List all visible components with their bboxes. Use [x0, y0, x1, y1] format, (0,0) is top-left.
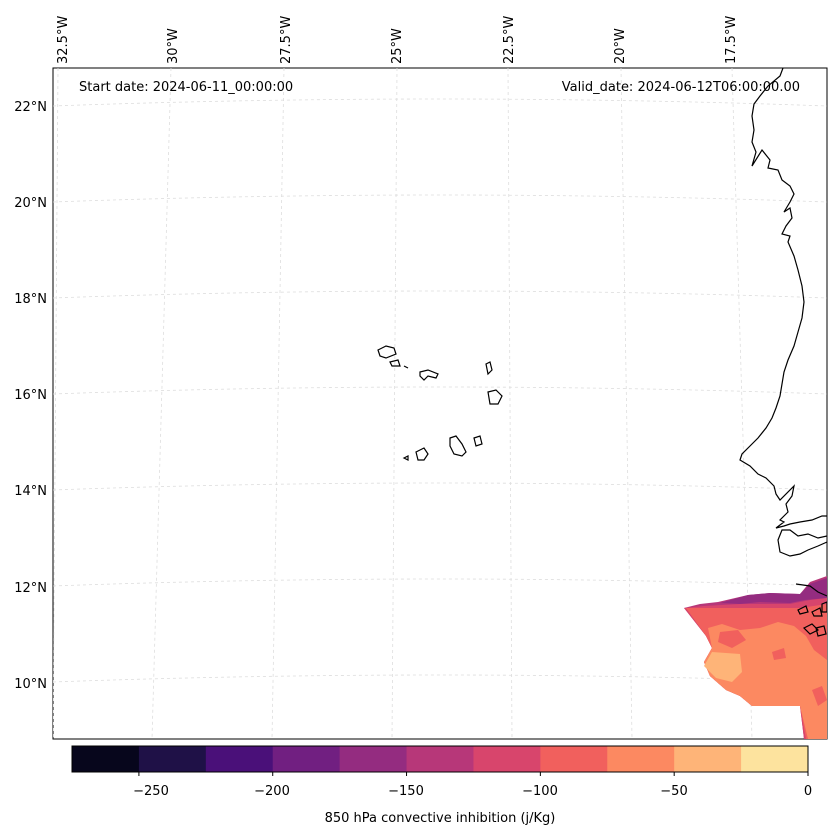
- colorbar-swatches: [72, 746, 809, 772]
- coastlines: [377, 68, 827, 637]
- cin-hole-1: [718, 630, 746, 648]
- lon-labels: 32.5°W 30°W 27.5°W 25°W 22.5°W 20°W 17.5…: [56, 16, 739, 64]
- colorbar-swatch: [272, 746, 341, 772]
- meridian-25w: [391, 68, 398, 739]
- colorbar-swatch: [473, 746, 541, 772]
- parallel-16n: [53, 386, 827, 395]
- colorbar-tick-label: −50: [660, 784, 687, 799]
- cin-region-weak: [704, 622, 827, 739]
- colorbar-swatch: [674, 746, 742, 772]
- santiago: [449, 435, 467, 457]
- lon-label: 22.5°W: [502, 16, 517, 64]
- colorbar-frame: [71, 745, 809, 773]
- parallel-20n: [53, 194, 827, 203]
- colorbar-swatch: [205, 746, 274, 772]
- colorbar-swatch: [741, 746, 809, 772]
- cin-hole-2: [772, 648, 786, 660]
- colorbar-tick-label: −150: [388, 784, 424, 799]
- colorbar-ticks: [138, 772, 809, 776]
- start-date-label: Start date: 2024-06-11_00:00:00: [79, 80, 293, 95]
- colorbar-swatch: [607, 746, 675, 772]
- meridian-27-5w: [271, 68, 285, 739]
- boa-vista: [487, 389, 503, 405]
- guinea-coastline: [777, 529, 827, 557]
- colorbar-swatch: [540, 746, 608, 772]
- meridian-22-5w: [507, 68, 513, 739]
- bijagos-isle-3: [802, 623, 820, 635]
- colorbar-title: 850 hPa convective inhibition (j/Kg): [325, 811, 556, 826]
- colorbar-swatch: [406, 746, 474, 772]
- valid-date-label: Valid_date: 2024-06-12T06:00:00.00: [562, 80, 800, 95]
- colorbar-swatch: [138, 746, 207, 772]
- colorbar-tick-label: −200: [254, 784, 290, 799]
- parallel-10n: [53, 674, 827, 683]
- cin-region-weakest: [704, 652, 742, 682]
- lat-label: 16°N: [14, 388, 47, 403]
- fogo: [415, 447, 429, 461]
- bijagos-isle-1: [797, 605, 809, 615]
- parallel-22n: [53, 98, 827, 107]
- lon-label: 27.5°W: [279, 16, 294, 64]
- lat-label: 18°N: [14, 292, 47, 307]
- colorbar-swatch: [72, 746, 140, 772]
- colorbar-tick-label: −250: [133, 784, 169, 799]
- lon-label: 25°W: [390, 28, 405, 64]
- map-axes: [52, 67, 828, 740]
- meridian-32-5w: [53, 68, 59, 739]
- maio: [473, 435, 483, 447]
- lat-label: 22°N: [14, 100, 47, 115]
- bijagos-isle-5: [821, 601, 827, 613]
- lat-label: 12°N: [14, 581, 47, 596]
- colorbar-swatch: [339, 746, 408, 772]
- brava: [402, 455, 409, 461]
- parallel-14n: [53, 482, 827, 491]
- parallel-18n: [53, 290, 827, 299]
- sal: [485, 361, 493, 376]
- africa-coastline: [739, 68, 827, 529]
- sao-vicente: [389, 359, 401, 367]
- santa-luzia: [403, 365, 409, 369]
- bijagos-isle-2: [811, 607, 823, 617]
- bijagos-isle-4: [815, 625, 827, 637]
- lat-label: 20°N: [14, 196, 47, 211]
- colorbar: −250 −200 −150 −100 −50 0 850 hPa convec…: [71, 745, 812, 826]
- lat-label: 10°N: [14, 677, 47, 692]
- cin-region-deep: [720, 578, 827, 604]
- santo-antao: [377, 345, 397, 359]
- colorbar-tick-label: 0: [804, 784, 812, 799]
- parallel-12n: [53, 578, 827, 587]
- bijagos-coast: [795, 583, 827, 597]
- lon-label: 32.5°W: [56, 16, 71, 64]
- cin-hole-3: [812, 686, 827, 706]
- colorbar-tick-label: −100: [522, 784, 558, 799]
- meridian-20w: [620, 68, 633, 739]
- lon-label: 30°W: [166, 28, 181, 64]
- sao-nicolau: [419, 369, 439, 381]
- lon-label: 20°W: [613, 28, 628, 64]
- cin-contours: [684, 576, 827, 739]
- meridian-30w: [151, 68, 172, 739]
- lat-label: 14°N: [14, 484, 47, 499]
- lon-label: 17.5°W: [724, 16, 739, 64]
- lat-labels: 22°N 20°N 18°N 16°N 14°N 12°N 10°N: [14, 100, 47, 692]
